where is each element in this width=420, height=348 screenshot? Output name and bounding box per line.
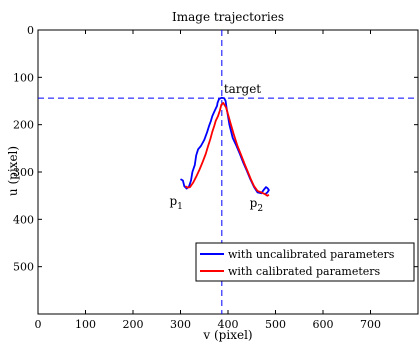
x-tick-label: 0: [35, 318, 42, 331]
x-tick-label: 200: [123, 318, 144, 331]
x-tick-label: 100: [75, 318, 96, 331]
legend-label-1: with calibrated parameters: [228, 265, 381, 278]
target-label: target: [224, 82, 261, 96]
series-line-1: [184, 102, 270, 197]
y-axis-label: u (pixel): [6, 146, 20, 196]
legend-label-0: with uncalibrated parameters: [228, 248, 395, 261]
x-tick-label: 500: [265, 318, 286, 331]
y-tick-label: 0: [27, 24, 34, 37]
x-tick-label: 400: [218, 318, 239, 331]
start-label-2: p2: [250, 196, 263, 214]
chart-title: Image trajectories: [172, 10, 284, 24]
x-tick-label: 300: [170, 318, 191, 331]
x-tick-label: 600: [313, 318, 334, 331]
y-tick-label: 100: [13, 71, 34, 84]
start-label-1: p1: [169, 194, 182, 212]
legend-box: [195, 242, 415, 282]
y-tick-label: 500: [13, 261, 34, 274]
y-tick-label: 200: [13, 119, 34, 132]
x-tick-label: 700: [360, 318, 381, 331]
y-tick-label: 400: [13, 213, 34, 226]
y-tick-label: 300: [13, 166, 34, 179]
series-line-0: [180, 96, 270, 195]
x-axis-label: v (pixel): [202, 328, 252, 342]
